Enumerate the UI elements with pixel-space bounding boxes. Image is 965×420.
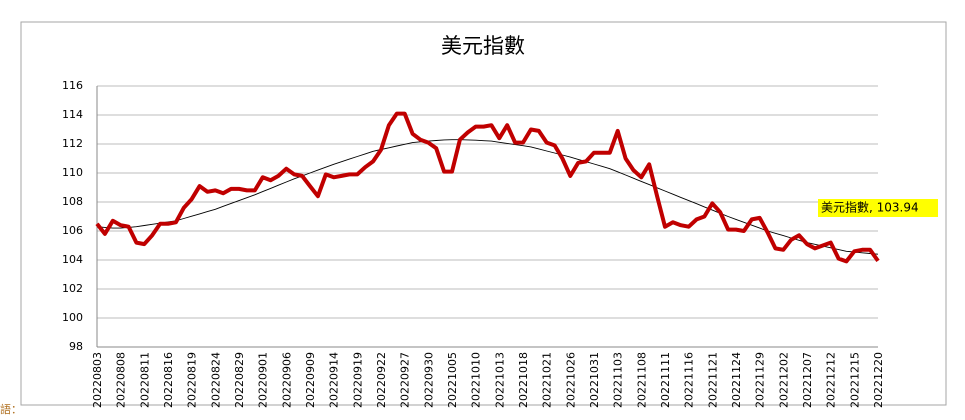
footer-text: 語： xyxy=(0,402,22,416)
x-tick-label: 20221018 xyxy=(517,352,530,408)
y-tick-label: 108 xyxy=(62,195,83,208)
x-tick-label: 20221108 xyxy=(635,352,648,408)
x-tick-label: 20221005 xyxy=(446,352,459,408)
x-tick-label: 20221220 xyxy=(872,352,885,408)
x-tick-label: 20220919 xyxy=(351,352,364,408)
x-tick-label: 20220901 xyxy=(257,352,270,408)
chart-title: 美元指數 xyxy=(441,34,525,58)
x-tick-label: 20221111 xyxy=(659,352,672,408)
y-tick-label: 98 xyxy=(69,340,83,353)
x-tick-label: 20221121 xyxy=(706,352,719,408)
y-tick-label: 112 xyxy=(62,137,83,150)
x-tick-label: 20221031 xyxy=(588,352,601,408)
x-tick-label: 20220906 xyxy=(280,352,293,408)
x-tick-label: 20221103 xyxy=(612,352,625,408)
x-tick-label: 20220914 xyxy=(328,352,341,408)
y-tick-label: 100 xyxy=(62,311,83,324)
data-line xyxy=(95,111,880,264)
x-tick-label: 20220909 xyxy=(304,352,317,408)
y-tick-label: 114 xyxy=(62,108,83,121)
x-tick-label: 20220816 xyxy=(162,352,175,408)
x-tick-label: 20221215 xyxy=(848,352,861,408)
y-tick-label: 104 xyxy=(62,253,83,266)
x-tick-label: 20221026 xyxy=(564,352,577,408)
x-tick-label: 20221202 xyxy=(777,352,790,408)
x-tick-label: 20220803 xyxy=(91,352,104,408)
x-tick-label: 20220829 xyxy=(233,352,246,408)
x-tick-label: 20221010 xyxy=(470,352,483,408)
y-tick-label: 106 xyxy=(62,224,83,237)
x-tick-label: 20221212 xyxy=(825,352,838,408)
x-tick-label: 20220922 xyxy=(375,352,388,408)
x-tick-label: 20220930 xyxy=(422,352,435,408)
chart-frame xyxy=(20,21,947,406)
x-tick-label: 20220824 xyxy=(209,352,222,408)
x-tick-label: 20221129 xyxy=(754,352,767,408)
y-tick-label: 110 xyxy=(62,166,83,179)
y-tick-label: 116 xyxy=(62,79,83,92)
x-tick-label: 20220808 xyxy=(115,352,128,408)
x-tick-label: 20220927 xyxy=(399,352,412,408)
x-tick-label: 20221116 xyxy=(683,352,696,408)
x-tick-label: 20221124 xyxy=(730,352,743,408)
annotation-box xyxy=(818,199,938,217)
x-tick-label: 20221207 xyxy=(801,352,814,408)
x-tick-label: 20221013 xyxy=(493,352,506,408)
x-tick-label: 20220819 xyxy=(186,352,199,408)
x-tick-label: 20220811 xyxy=(138,352,151,408)
x-tick-label: 20221021 xyxy=(541,352,554,408)
y-tick-label: 102 xyxy=(62,282,83,295)
annotation: 美元指數, 103.94 xyxy=(821,200,919,215)
